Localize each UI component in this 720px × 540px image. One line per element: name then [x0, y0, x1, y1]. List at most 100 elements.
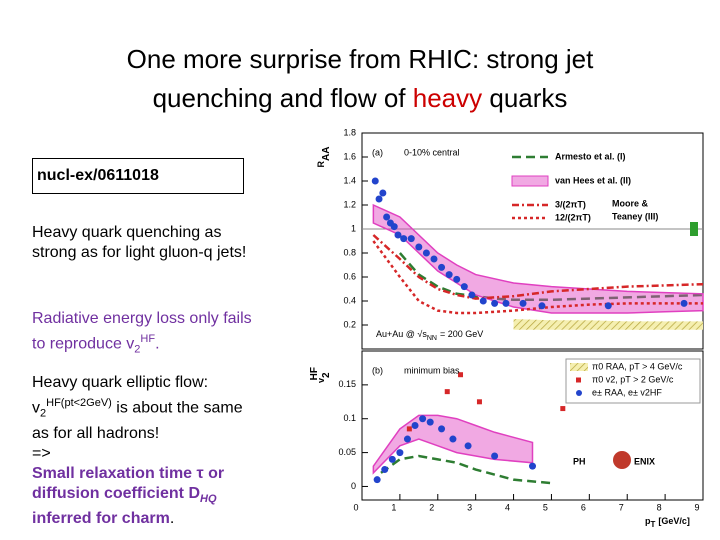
- paragraph: Radiative energy loss only fails to repr…: [32, 309, 262, 360]
- data-point: [468, 291, 476, 299]
- x-tick-label: 1: [391, 502, 396, 512]
- data-point: [415, 243, 423, 251]
- text: Radiative energy loss only fails to repr…: [32, 310, 252, 353]
- annotation-sub: NN: [427, 335, 437, 342]
- logo: PH: [573, 456, 586, 466]
- y-axis-label-main: v: [316, 378, 326, 383]
- data-point: [403, 435, 411, 443]
- line: [372, 234, 704, 300]
- text: inferred for charm: [32, 509, 170, 527]
- annotation: Au+Au @ √sNN = 200 GeV: [376, 329, 483, 341]
- y-tick-label: 1.2: [343, 199, 356, 209]
- y-tick-label: 0.05: [338, 447, 356, 457]
- text: Small relaxation time τ or diffusion coe…: [32, 465, 224, 527]
- data-point: [388, 455, 396, 463]
- paragraph: Heavy quark quenching as strong as for l…: [32, 224, 247, 261]
- data-point: [383, 213, 391, 221]
- y-axis-label: v2HF: [309, 367, 332, 383]
- x-axis-label: pT [GeV/c]: [645, 516, 690, 529]
- panel-label: (b): [372, 365, 383, 375]
- legend-label: Armesto et al. (I): [555, 151, 626, 161]
- legend-swatch: [570, 363, 588, 371]
- text: HF: [140, 333, 156, 345]
- data-point: [460, 283, 468, 291]
- y-tick-label: 0.6: [343, 271, 356, 281]
- paragraph: Heavy quark elliptic flow: v2HF(pt<2GeV) …: [32, 373, 262, 529]
- data-point: [491, 299, 499, 307]
- data-point: [438, 263, 446, 271]
- data-point: [453, 275, 461, 283]
- text: =>: [32, 444, 51, 462]
- legend-box: [565, 358, 701, 404]
- annotation-text: Au+Au @ √s: [376, 329, 427, 339]
- data-point: [419, 415, 427, 423]
- data-point: [371, 177, 379, 185]
- x-tick-label: 2: [429, 502, 434, 512]
- title-text: quenching and flow of: [152, 83, 406, 113]
- plot-frame: [361, 350, 704, 501]
- y-axis-label: RAA: [316, 147, 331, 168]
- text: Small relaxation time τ or diffusion coe…: [32, 464, 225, 502]
- y-tick-label: 1.6: [343, 151, 356, 161]
- y-tick-label: 0.2: [343, 319, 356, 329]
- legend-label: π0 RAA, pT > 4 GeV/c: [592, 361, 683, 371]
- plot-frame: [361, 132, 704, 350]
- band: [372, 414, 534, 475]
- x-tick-label: 0: [353, 502, 358, 512]
- data-point: [519, 299, 527, 307]
- annotation-text: = 200 GeV: [440, 329, 483, 339]
- line: [380, 454, 552, 485]
- y-tick-label: 0.4: [343, 295, 356, 305]
- text: v: [32, 399, 40, 417]
- y-tick-label: 0: [351, 481, 356, 491]
- data-point: [444, 389, 450, 395]
- data-point: [406, 426, 412, 432]
- data-point: [430, 255, 438, 263]
- legend-label: e± RAA, e± v2HF: [592, 387, 662, 397]
- x-tick-label: 4: [505, 502, 510, 512]
- data-point: [458, 372, 464, 378]
- legend-label: 12/(2πT): [555, 212, 591, 222]
- y-tick-label: 0.1: [343, 413, 356, 423]
- text: HQ: [200, 493, 217, 505]
- data-point: [426, 418, 434, 426]
- data-point: [394, 231, 402, 239]
- title-text: quarks: [489, 83, 568, 113]
- x-tick-label: 3: [467, 502, 472, 512]
- y-axis-label-sub: AA: [321, 147, 332, 161]
- data-point: [422, 249, 430, 257]
- y-tick-label: 1.4: [343, 175, 356, 185]
- data-point: [476, 399, 482, 405]
- marker: [690, 222, 698, 236]
- data-point: [464, 442, 472, 450]
- data-point: [390, 223, 398, 231]
- x-tick-label: 9: [694, 502, 699, 512]
- legend-label: Moore &: [612, 198, 649, 208]
- text: 2: [40, 407, 47, 420]
- legend-swatch: [511, 175, 549, 187]
- legend-swatch: [576, 377, 581, 383]
- x-tick-label: 7: [619, 502, 624, 512]
- legend-swatch: [576, 390, 582, 396]
- title-line: One more surprise from RHIC: strong jet: [126, 44, 594, 74]
- data-point: [411, 422, 419, 429]
- x-axis-label-sub: T: [651, 520, 656, 529]
- data-point: [379, 189, 387, 197]
- y-axis-label-sub: 2: [321, 372, 332, 378]
- legend-label: π0 v2, pT > 2 GeV/c: [592, 374, 674, 384]
- title-highlight: heavy: [412, 83, 483, 113]
- panel-subtitle: minimum bias: [404, 365, 460, 375]
- data-point: [491, 452, 499, 460]
- data-point: [538, 302, 546, 310]
- data-point: [400, 235, 408, 243]
- data-point: [396, 449, 404, 457]
- panel-subtitle: 0-10% central: [404, 147, 460, 157]
- x-axis-label-main: p: [645, 516, 651, 526]
- y-axis-label-sup: HF: [309, 367, 320, 380]
- y-axis-label-main: R: [316, 160, 326, 167]
- data-point: [604, 302, 612, 310]
- data-point: [438, 425, 446, 433]
- text: 2: [134, 343, 141, 356]
- y-tick-label: 1.8: [343, 127, 356, 137]
- data-point: [560, 406, 566, 412]
